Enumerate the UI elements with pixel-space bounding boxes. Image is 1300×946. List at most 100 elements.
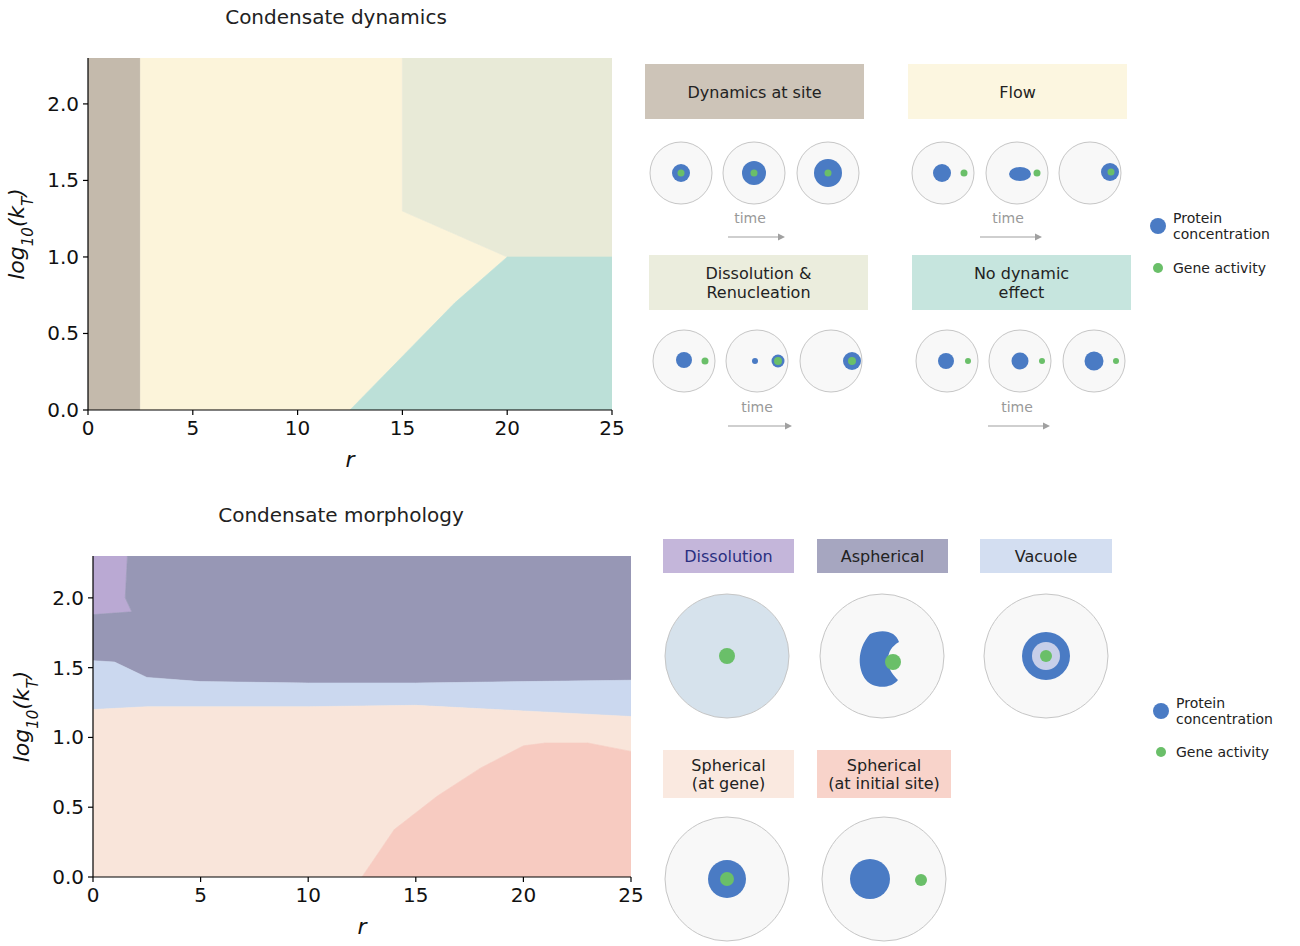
schematic-dot xyxy=(1012,353,1029,370)
region-label: Vacuole xyxy=(1015,547,1078,566)
y-axis-title-part: (k xyxy=(9,687,34,710)
legend-label: Proteinconcentration xyxy=(1173,210,1270,243)
text-line: (at gene) xyxy=(692,774,766,793)
region xyxy=(362,743,631,877)
region-label-box xyxy=(980,539,1112,573)
text-line: concentration xyxy=(1173,226,1270,242)
text-line: Gene activity xyxy=(1173,260,1266,276)
schematic-dot xyxy=(885,654,901,670)
y-tick-label: 1.5 xyxy=(47,168,79,192)
schematic xyxy=(822,817,946,941)
schematic xyxy=(653,330,862,392)
x-tick-label: 5 xyxy=(194,883,207,907)
time-arrow-head xyxy=(1043,423,1050,430)
text-line: No dynamic xyxy=(974,264,1069,283)
region xyxy=(93,705,631,877)
cell-outline xyxy=(653,330,715,392)
y-axis-line xyxy=(87,58,88,410)
schematic xyxy=(650,142,859,204)
y-tick-label: 0.0 xyxy=(47,398,79,422)
schematic xyxy=(820,594,944,718)
x-tick-label: 0 xyxy=(82,416,95,440)
time-arrow-head xyxy=(785,423,792,430)
x-tick-label: 10 xyxy=(295,883,320,907)
x-tick xyxy=(415,877,416,882)
region-label: Spherical(at initial site) xyxy=(828,755,940,793)
y-tick-label: 1.0 xyxy=(52,725,84,749)
x-tick xyxy=(402,410,403,415)
region-label-box xyxy=(817,750,951,798)
x-tick-label: 20 xyxy=(511,883,536,907)
region-label-box xyxy=(649,255,868,310)
legend-marker xyxy=(1150,218,1166,234)
legend-label: Gene activity xyxy=(1173,260,1266,276)
schematic-dot xyxy=(1034,170,1041,177)
schematic-dot xyxy=(1108,169,1115,176)
text-line: Vacuole xyxy=(1015,547,1078,566)
time-arrow-head xyxy=(1035,234,1042,241)
schematic-dot xyxy=(915,874,927,886)
text-line: Dissolution & xyxy=(705,264,811,283)
text-line: Renucleation xyxy=(706,282,810,301)
x-tick xyxy=(308,877,309,882)
y-axis-title: log10(kT) xyxy=(9,671,42,763)
legend-marker xyxy=(1153,263,1163,273)
legend-label: Proteinconcentration xyxy=(1176,695,1273,728)
y-axis-line xyxy=(92,556,93,877)
region-label-box xyxy=(908,64,1127,119)
chart-title: Condensate morphology xyxy=(218,503,464,527)
cell-outline xyxy=(726,330,788,392)
x-axis-line xyxy=(88,409,612,410)
time-arrow xyxy=(988,425,1045,426)
schematic-dot xyxy=(708,860,746,898)
schematic-dot xyxy=(678,170,685,177)
cell-outline xyxy=(797,142,859,204)
cell-outline xyxy=(822,817,946,941)
y-tick xyxy=(88,807,93,808)
schematic-dot xyxy=(825,170,832,177)
y-tick-label: 2.0 xyxy=(52,586,84,610)
time-label: time xyxy=(1001,399,1033,415)
text-line: Spherical xyxy=(847,755,921,774)
schematic-dot xyxy=(720,872,734,886)
y-axis-title-part: log xyxy=(4,246,29,280)
y-tick xyxy=(83,256,88,257)
x-tick-label: 10 xyxy=(285,416,310,440)
schematic-dot xyxy=(814,159,842,187)
x-axis-line xyxy=(93,876,631,877)
y-axis-title-part: ) xyxy=(9,671,34,682)
region-label: Dynamics at site xyxy=(687,82,821,101)
x-tick-label: 25 xyxy=(618,883,643,907)
schematic-dot xyxy=(938,353,954,369)
schematic xyxy=(665,817,789,941)
x-tick-label: 0 xyxy=(87,883,100,907)
schematic-dot xyxy=(742,161,766,185)
region-label: Dissolution xyxy=(684,547,772,566)
y-axis-title-part: log xyxy=(9,729,34,763)
schematic-dot xyxy=(1101,163,1119,181)
y-tick xyxy=(83,409,88,410)
schematic-dot xyxy=(772,355,785,368)
schematic xyxy=(912,142,1121,204)
time-arrow xyxy=(728,236,780,237)
schematic-dot xyxy=(850,859,890,899)
y-tick-label: 1.5 xyxy=(52,656,84,680)
schematic-dot xyxy=(1085,352,1104,371)
schematic-dot xyxy=(774,357,782,365)
cell-outline xyxy=(820,594,944,718)
schematic-dot xyxy=(1113,358,1119,364)
cell-outline xyxy=(916,330,978,392)
y-tick-label: 0.5 xyxy=(52,795,84,819)
legend-marker xyxy=(1156,747,1166,757)
region-label: Flow xyxy=(999,82,1036,101)
schematic-dot xyxy=(961,170,968,177)
schematic-dot xyxy=(702,358,709,365)
schematic-dot xyxy=(1039,358,1045,364)
x-tick-label: 25 xyxy=(599,416,624,440)
y-tick xyxy=(83,103,88,104)
region-label: Spherical(at gene) xyxy=(691,755,765,793)
y-tick xyxy=(83,180,88,181)
y-tick xyxy=(88,876,93,877)
x-tick-label: 5 xyxy=(186,416,199,440)
y-tick xyxy=(88,597,93,598)
